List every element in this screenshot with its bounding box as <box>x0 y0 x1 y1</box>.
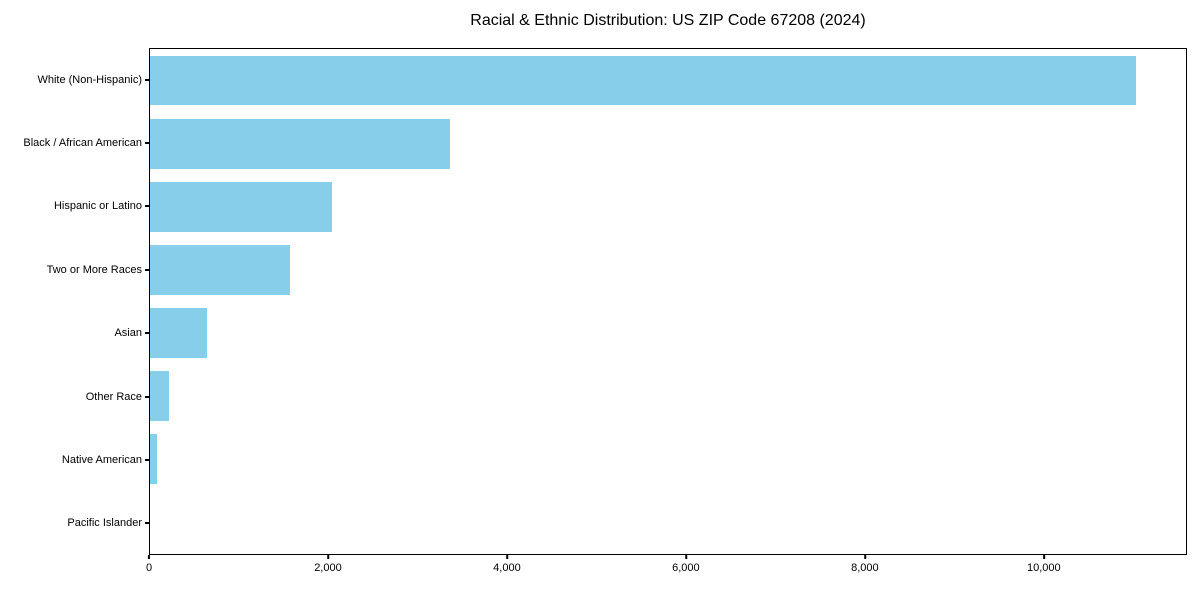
x-tick-label: 10,000 <box>1026 562 1061 574</box>
bar-row <box>150 112 1186 175</box>
x-tick: 2,000 <box>314 555 342 574</box>
y-tick-label: Two or More Races <box>46 263 142 276</box>
y-tick-mark <box>145 142 149 145</box>
bar-row <box>150 175 1186 238</box>
y-tick-mark <box>145 268 149 271</box>
x-tick-mark <box>505 555 508 559</box>
y-tick-row: Native American <box>0 428 149 491</box>
y-tick-row: Other Race <box>0 365 149 428</box>
x-tick-label: 4,000 <box>493 562 521 574</box>
y-axis: White (Non-Hispanic) Black / African Amer… <box>0 48 149 555</box>
y-tick-mark <box>145 458 149 461</box>
y-tick-label: Hispanic or Latino <box>53 200 142 213</box>
x-tick: 0 <box>146 555 152 574</box>
x-tick-label: 8,000 <box>851 562 879 574</box>
x-tick: 8,000 <box>851 555 879 574</box>
y-tick-row: Two or More Races <box>0 238 149 301</box>
bar-row <box>150 365 1186 428</box>
y-tick-row: Pacific Islander <box>0 492 149 555</box>
x-tick-mark <box>684 555 687 559</box>
x-tick: 4,000 <box>493 555 521 574</box>
y-tick-label: Black / African American <box>23 137 142 150</box>
x-tick-mark <box>863 555 866 559</box>
bar-row <box>150 302 1186 365</box>
plot-area <box>149 48 1187 555</box>
bar <box>150 434 158 485</box>
bar-row <box>150 428 1186 491</box>
x-tick-mark <box>326 555 329 559</box>
y-tick-label: Native American <box>61 453 142 466</box>
y-tick-row: Asian <box>0 302 149 365</box>
x-tick: 10,000 <box>1027 555 1061 574</box>
x-axis: 0 2,000 4,000 6,000 8,000 10,000 <box>146 555 1187 585</box>
y-tick-row: Hispanic or Latino <box>0 175 149 238</box>
y-tick-mark <box>145 395 149 398</box>
x-tick-mark <box>1042 555 1045 559</box>
y-tick-mark <box>145 522 149 525</box>
bar <box>150 308 208 358</box>
x-tick-mark <box>148 555 150 559</box>
bar-row <box>150 491 1186 554</box>
bar-series <box>150 49 1186 554</box>
bar <box>150 245 290 295</box>
y-tick-mark <box>145 332 149 335</box>
y-tick-mark <box>145 78 149 81</box>
y-tick-mark <box>145 205 149 208</box>
bar <box>150 55 1136 106</box>
y-tick-label: White (Non-Hispanic) <box>37 73 142 86</box>
x-tick: 6,000 <box>672 555 700 574</box>
y-tick-label: Pacific Islander <box>67 517 142 530</box>
y-tick-label: Asian <box>114 327 142 340</box>
x-tick-label: 6,000 <box>672 562 700 574</box>
y-tick-row: White (Non-Hispanic) <box>0 48 149 111</box>
chart-title: Racial & Ethnic Distribution: US ZIP Cod… <box>470 12 866 29</box>
y-tick-row: Black / African American <box>0 111 149 174</box>
bar-row <box>150 238 1186 301</box>
bar <box>150 118 450 169</box>
x-tick-label: 0 <box>145 562 153 574</box>
x-tick-label: 2,000 <box>314 562 342 574</box>
bar <box>150 181 332 232</box>
bar <box>150 371 169 422</box>
bar-row <box>150 49 1186 112</box>
y-tick-label: Other Race <box>85 390 142 403</box>
